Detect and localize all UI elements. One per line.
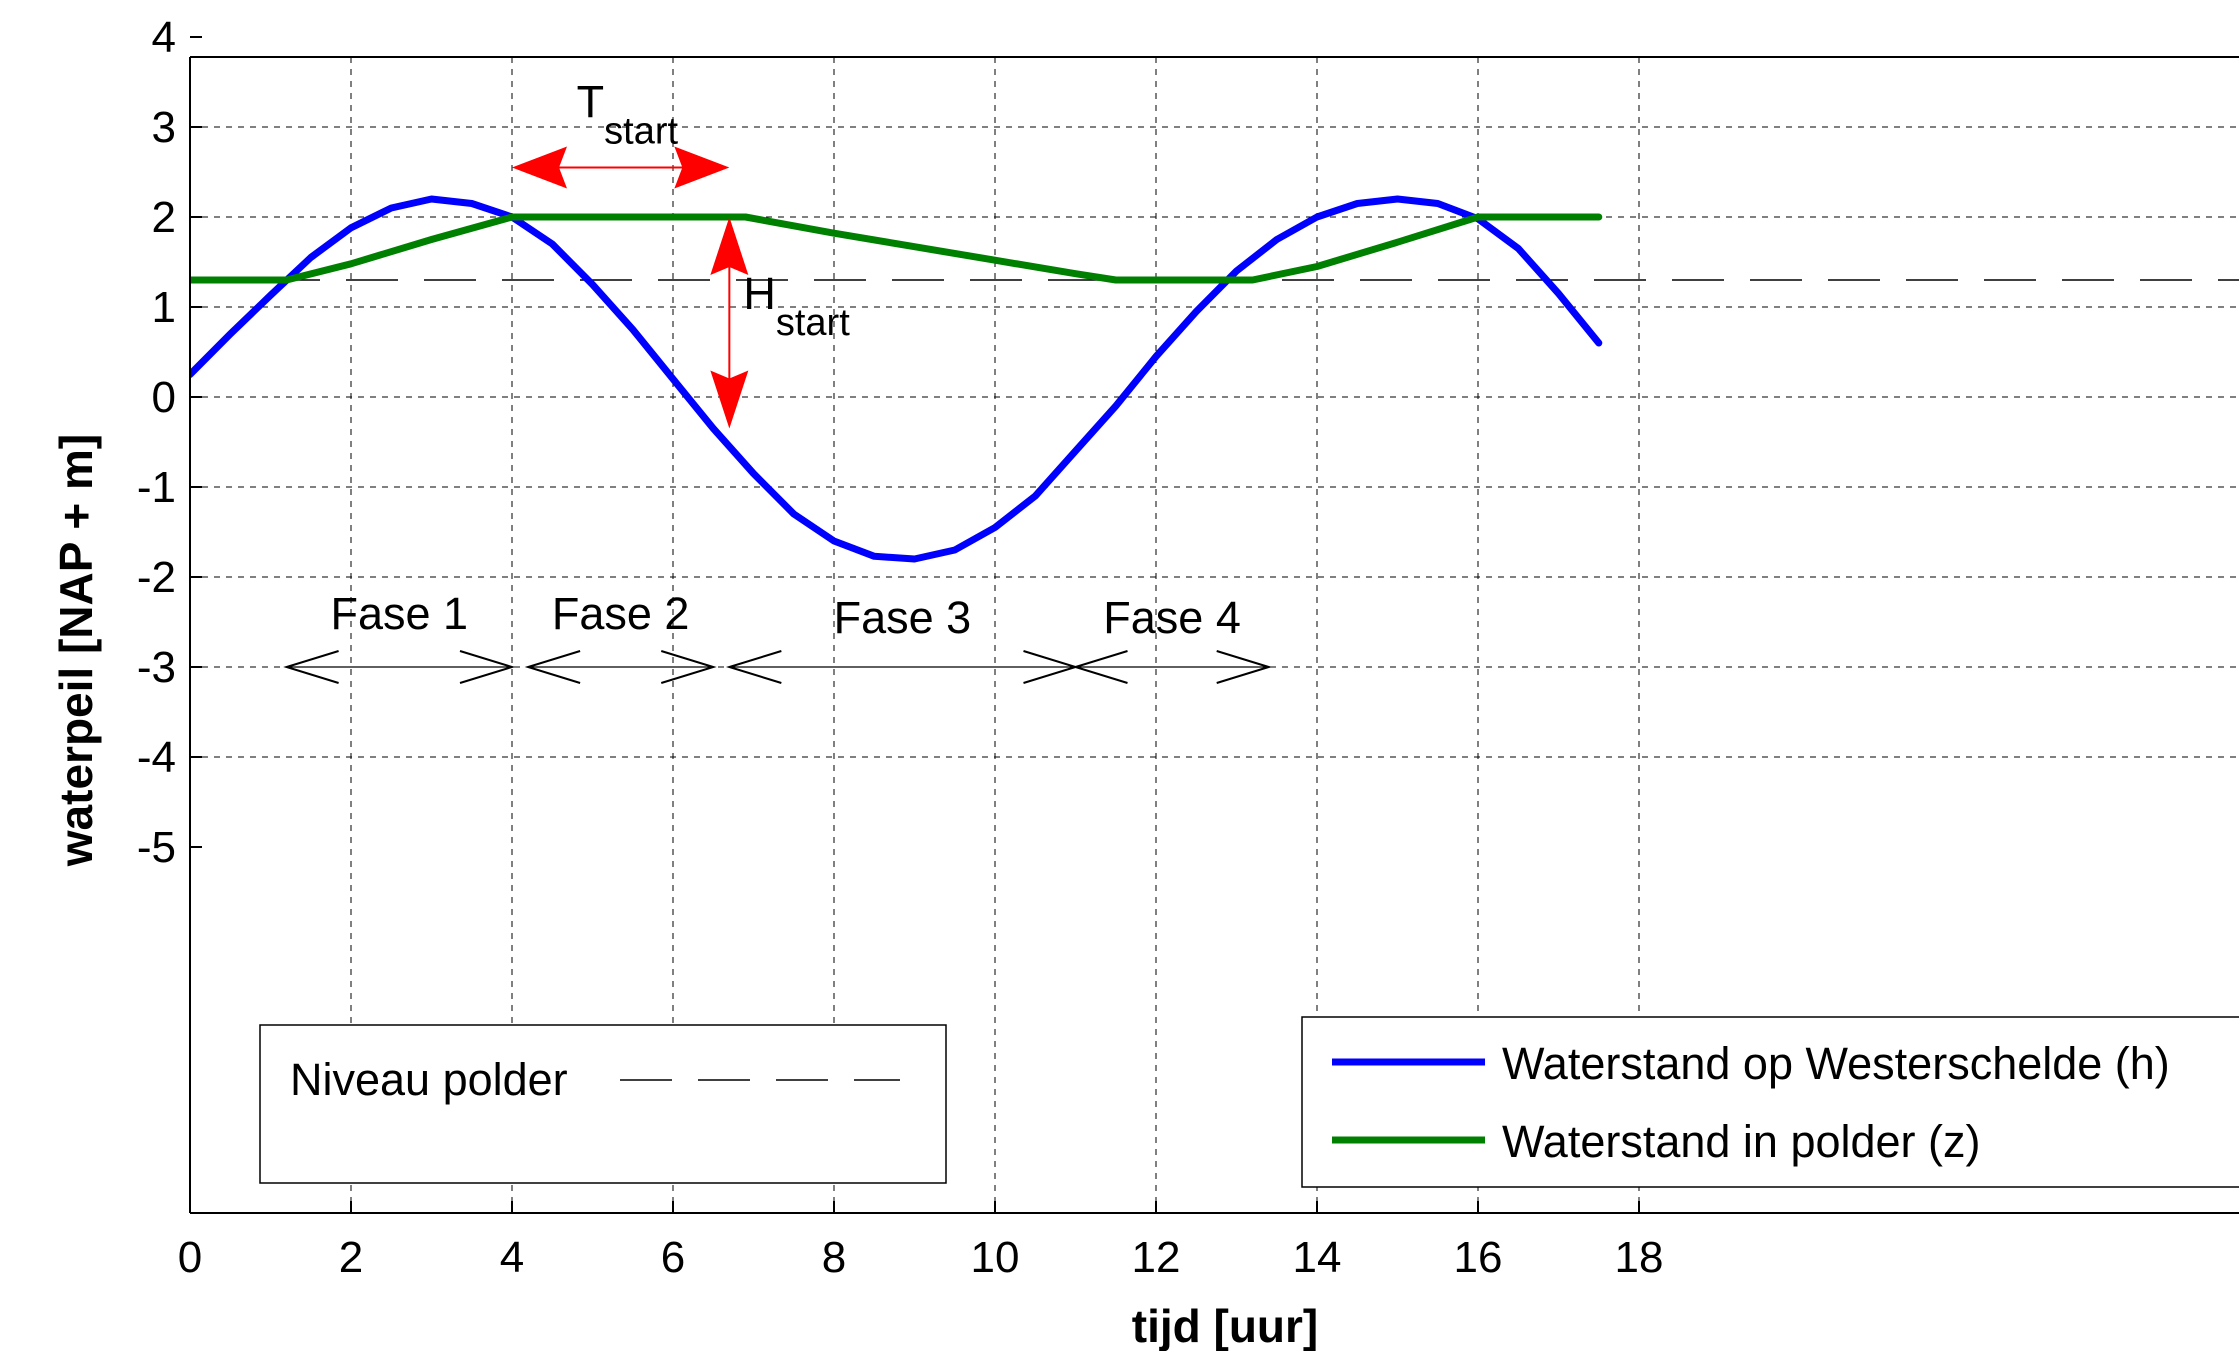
hstart-label: Hstart: [743, 268, 850, 344]
y-tick-label: -5: [137, 823, 176, 872]
tstart-label-sub: start: [604, 111, 678, 153]
reference-legend-label: Niveau polder: [290, 1054, 568, 1105]
x-tick-label: 6: [661, 1233, 685, 1282]
hstart-arrowhead-bottom: [710, 370, 749, 429]
y-tick-label: -2: [137, 553, 176, 602]
tstart-arrowhead-left: [512, 146, 567, 189]
y-tick-label: 2: [152, 193, 176, 242]
y-tick-label: 1: [152, 283, 176, 332]
phase-label: Fase 2: [552, 588, 690, 639]
phase-arrowhead-left: [1072, 650, 1128, 684]
y-tick-label: -1: [137, 463, 176, 512]
x-tick-label: 14: [1293, 1233, 1342, 1282]
x-tick-label: 0: [178, 1233, 202, 1282]
tstart-arrowhead-right: [674, 146, 730, 189]
legend: Waterstand op Westerschelde (h) Watersta…: [1301, 1016, 2239, 1188]
hstart-arrowhead-top: [710, 217, 749, 275]
phase-arrowhead-left: [283, 650, 339, 684]
legend-label-h: Waterstand op Westerschelde (h): [1502, 1038, 2170, 1089]
x-tick-label: 10: [971, 1233, 1020, 1282]
phase-arrowhead-right: [1216, 650, 1273, 684]
series-lines: [190, 195, 1603, 563]
legend-box: [1301, 1016, 2239, 1188]
x-tick-label: 18: [1615, 1233, 1664, 1282]
y-tick-label: -4: [137, 733, 176, 782]
x-tick-label: 4: [500, 1233, 524, 1282]
series-line-westerschelde: [190, 195, 1603, 563]
reference-legend: Niveau polder: [259, 1024, 947, 1184]
phase-arrowhead-left: [725, 650, 782, 684]
x-tick-label: 2: [339, 1233, 363, 1282]
y-tick-label: 4: [152, 13, 176, 62]
phase-arrowhead-right: [660, 650, 717, 684]
y-tick-label: 0: [152, 373, 176, 422]
phase-label: Fase 1: [331, 588, 469, 639]
y-tick-label: -3: [137, 643, 176, 692]
phase-arrows: Fase 1 Fase 2 Fase 3 Fase 4: [283, 588, 1273, 684]
phase-arrowhead-right: [459, 650, 516, 684]
phase-label: Fase 3: [834, 592, 972, 643]
legend-label-z: Waterstand in polder (z): [1502, 1116, 1981, 1167]
phase-label: Fase 4: [1103, 592, 1241, 643]
x-tick-label: 16: [1454, 1233, 1503, 1282]
hstart-label-sub: start: [776, 302, 850, 344]
phase-arrowhead-left: [524, 650, 581, 684]
x-tick-label: 8: [822, 1233, 846, 1282]
reference-legend-box: [259, 1024, 947, 1184]
tstart-label: Tstart: [577, 77, 679, 153]
x-tick-label: 12: [1132, 1233, 1181, 1282]
y-tick-label: 3: [152, 103, 176, 152]
series-line-polder: [190, 213, 1603, 284]
x-axis-label: tijd [uur]: [1132, 1300, 1319, 1351]
y-axis-label: waterpeil [NAP + m]: [50, 434, 102, 867]
